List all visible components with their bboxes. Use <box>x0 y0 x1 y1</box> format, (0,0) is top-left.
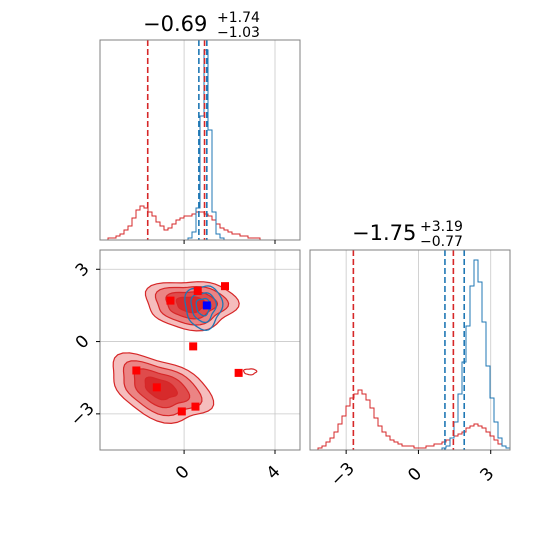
contour-blue-0 <box>184 285 224 332</box>
title-param-1-plus: +1.74 <box>217 10 260 26</box>
marker-red-7 <box>177 407 186 416</box>
marker-red-0 <box>193 286 202 295</box>
contour-blue-2 <box>195 297 212 317</box>
axes-frame <box>99 249 301 451</box>
marker-red-2 <box>166 296 175 305</box>
x-tick-label-0: −3 <box>327 459 359 491</box>
histogram-param-2-blue <box>310 259 511 451</box>
marker-red-4 <box>152 383 161 392</box>
title-param-2: −1.75 <box>352 221 416 245</box>
histogram-param-2-red <box>310 389 511 451</box>
title-param-1-minus: −1.03 <box>217 25 260 41</box>
contour-red-island <box>243 368 258 376</box>
title-param-2-minus: −0.77 <box>420 234 463 250</box>
marginal-panel-param-1 <box>99 39 301 244</box>
title-param-1: −0.69 <box>143 12 207 36</box>
marker-blue-0 <box>202 301 211 310</box>
y-tick-label-0: −3 <box>67 399 99 431</box>
marker-red-1 <box>221 282 229 291</box>
x-tick-label-1: 0 <box>404 464 426 486</box>
joint-panel: 0 4 −3 0 3 <box>67 249 301 484</box>
marker-red-6 <box>234 368 243 377</box>
y-tick-label-1: 0 <box>72 331 94 353</box>
histogram-param-1-red <box>100 205 300 241</box>
title-param-2-plus: +3.19 <box>420 219 463 235</box>
x-tick-label-0: 0 <box>172 462 194 484</box>
marker-red-5 <box>189 342 198 351</box>
axes-frame <box>309 249 511 451</box>
marker-red-8 <box>191 402 200 411</box>
title-param-2-median: −1.75 <box>352 221 416 245</box>
title-param-1-median: −0.69 <box>143 12 207 36</box>
x-tick-label-1: 4 <box>263 462 285 484</box>
x-tick-label-2: 3 <box>477 464 499 486</box>
axes-frame <box>99 39 301 241</box>
marker-red-3 <box>132 366 141 375</box>
contour-red-lower-3 <box>144 376 178 401</box>
marginal-panel-param-2: −3 0 3 <box>309 249 511 491</box>
y-tick-label-2: 3 <box>72 259 94 281</box>
contour-blue-1 <box>190 292 218 324</box>
